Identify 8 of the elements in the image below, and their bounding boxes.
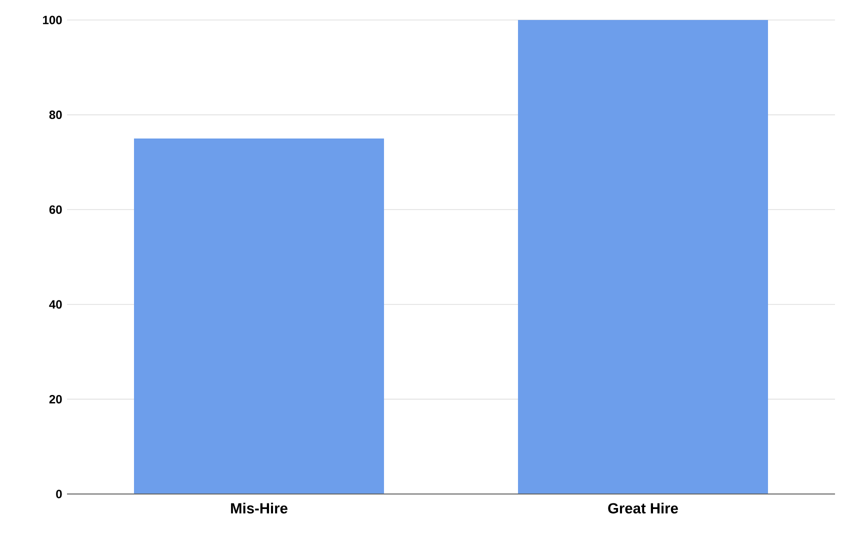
x-tick-label: Great Hire xyxy=(608,502,678,514)
y-tick-label: 80 xyxy=(49,110,62,120)
y-tick-label: 60 xyxy=(49,205,62,214)
y-tick-label: 20 xyxy=(49,394,62,404)
y-tick-label: 100 xyxy=(43,16,62,24)
x-tick-label: Mis-Hire xyxy=(231,502,288,514)
y-tick-label: 0 xyxy=(56,490,62,498)
y-tick-label: 40 xyxy=(49,300,62,309)
